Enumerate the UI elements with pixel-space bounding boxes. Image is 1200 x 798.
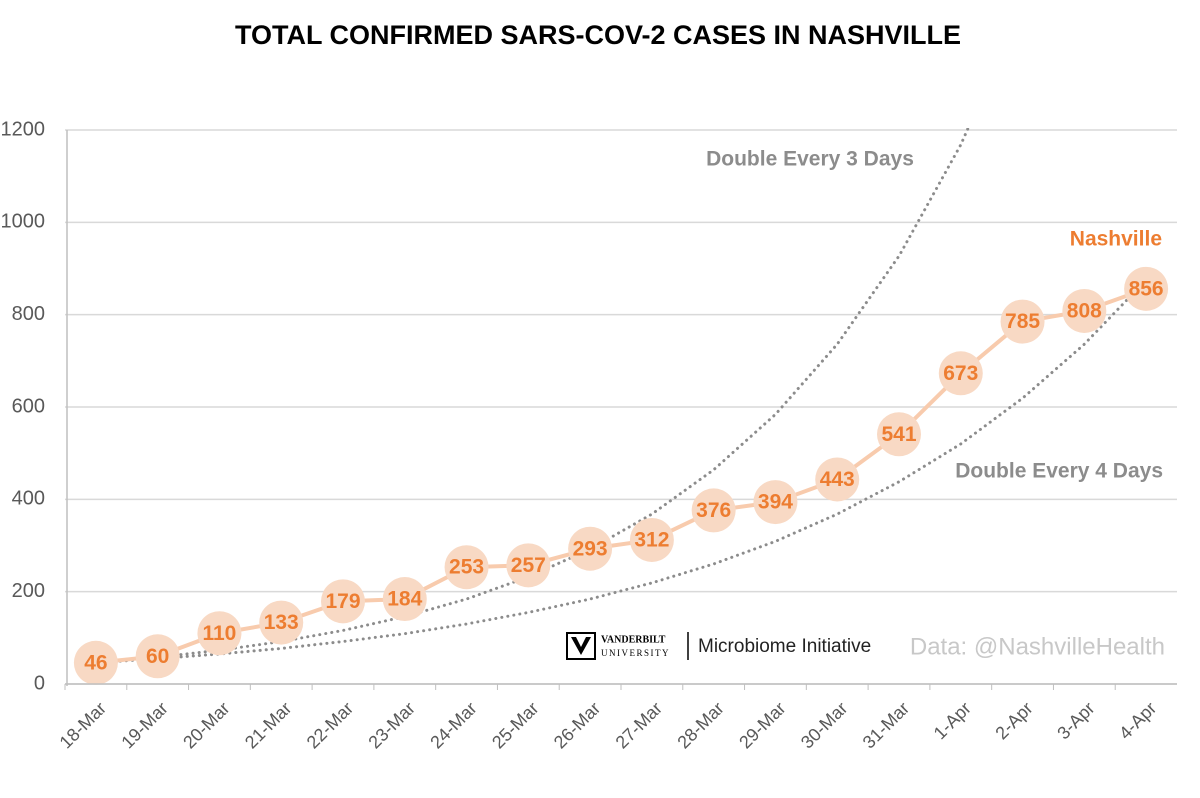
point-marker [444, 545, 489, 590]
data-label: 856 [1129, 277, 1164, 300]
x-tick-label: 27-Mar [612, 698, 666, 752]
data-label: 46 [84, 651, 107, 674]
series-label: Nashville [1070, 228, 1162, 251]
point-marker [877, 412, 921, 457]
logo: VANDERBILT UNIVERSITY Microbiome Initiat… [566, 632, 871, 660]
trend-line [94, 278, 1148, 665]
data-label: 808 [1067, 300, 1102, 323]
y-tick-label: 800 [12, 303, 45, 325]
point-marker [1124, 266, 1169, 311]
point-marker [1000, 299, 1045, 344]
y-tick-label: 400 [12, 488, 45, 510]
grid [65, 129, 1177, 685]
x-tick-label: 22-Mar [303, 698, 357, 752]
data-label: 785 [1005, 310, 1040, 333]
x-tick-label: 3-Apr [1053, 698, 1098, 743]
x-tick-label: 18-Mar [56, 698, 110, 752]
data-label: 443 [820, 468, 855, 491]
data-label: 376 [696, 499, 731, 522]
y-tick-label: 600 [12, 395, 45, 417]
credit: Data: @NashvilleHealth [910, 633, 1165, 660]
x-tick-label: 24-Mar [426, 698, 480, 752]
point-marker [568, 526, 613, 571]
data-label: 257 [511, 554, 546, 577]
x-tick-label: 28-Mar [673, 698, 727, 752]
data-label: 673 [943, 362, 978, 385]
point-marker [321, 579, 365, 624]
data-label: 541 [881, 423, 916, 446]
x-tick-label: 4-Apr [1115, 698, 1160, 743]
data-label: 60 [146, 645, 169, 668]
point-marker [691, 488, 736, 533]
chart-title: TOTAL CONFIRMED SARS-COV-2 CASES IN NASH… [235, 20, 961, 50]
x-tick-label: 23-Mar [365, 698, 419, 752]
logo-text: UNIVERSITY [601, 648, 670, 658]
logo-shield [566, 632, 596, 660]
x-tick-label: 31-Mar [859, 698, 913, 752]
series-label: Double Every 4 Days [955, 460, 1163, 483]
x-tick-label: 1-Apr [930, 698, 975, 743]
y-tick-label: 1000 [1, 211, 46, 233]
y-tick-label: 0 [34, 672, 45, 694]
data-label: 394 [758, 491, 793, 514]
x-tick-label: 29-Mar [735, 698, 789, 752]
point-marker [938, 351, 983, 396]
y-tick-label: 200 [12, 580, 45, 602]
point-marker [382, 577, 427, 622]
x-tick-label: 20-Mar [179, 698, 233, 752]
x-tick-label: 2-Apr [991, 698, 1036, 743]
logo-v [571, 637, 591, 655]
data-label: 133 [264, 611, 299, 634]
data-label: 110 [202, 622, 236, 645]
data-label: 253 [449, 556, 484, 579]
point-marker [73, 640, 118, 685]
point-marker [753, 480, 798, 525]
x-tick-label: 19-Mar [117, 698, 171, 752]
y-tick-label: 1200 [1, 118, 46, 140]
x-tick-label: 30-Mar [797, 698, 851, 752]
x-tick-label: 26-Mar [550, 698, 604, 752]
plot-marks: 46 60 110 133 179 184 253 257 293 312 376 394 443 541… [73, 266, 1169, 685]
point-marker [259, 600, 304, 645]
point-marker [506, 543, 551, 588]
data-label: 179 [325, 590, 360, 613]
logo-text: VANDERBILT [601, 634, 666, 645]
point-marker [135, 634, 180, 679]
point-marker [815, 457, 860, 502]
x-tick-label: 25-Mar [488, 698, 542, 752]
plot-lines [94, 128, 1148, 665]
data-label: 312 [634, 529, 669, 552]
x-tick-label: 21-Mar [241, 698, 295, 752]
point-marker [1062, 288, 1107, 333]
series-label: Double Every 3 Days [706, 148, 914, 171]
point-marker [197, 611, 242, 656]
data-label: 184 [387, 588, 422, 611]
point-marker [629, 517, 674, 562]
data-label: 293 [573, 537, 608, 560]
logo-caption: Microbiome Initiative [698, 636, 871, 657]
trend-line [94, 128, 970, 665]
